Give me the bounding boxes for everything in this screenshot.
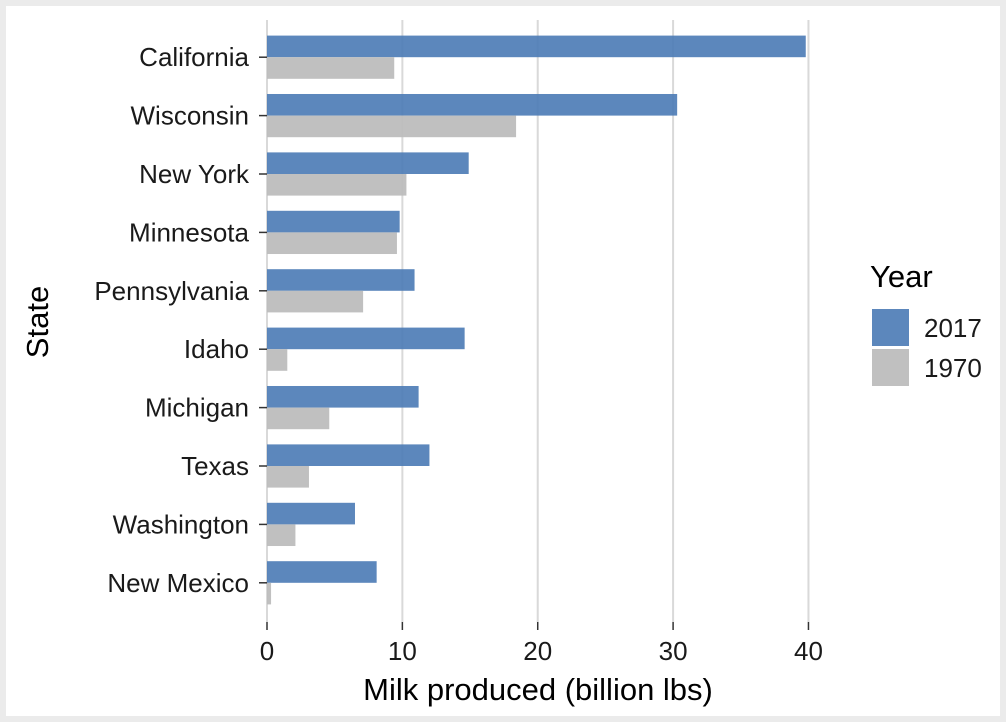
legend-key-1970: [872, 349, 909, 386]
legend-title: Year: [870, 259, 933, 294]
y-tick-label: Minnesota: [129, 217, 249, 247]
bar-1970-washington: [267, 524, 296, 547]
legend-label-1970: 1970: [924, 353, 982, 383]
bar-2017-michigan: [267, 385, 419, 408]
bar-1970-texas: [267, 466, 309, 488]
x-axis-ticks: 0 10 20 30 40: [260, 622, 823, 666]
bar-2017-minnesota: [267, 210, 400, 233]
bar-2017-pennsylvania: [267, 269, 415, 291]
x-tick-label: 40: [794, 636, 823, 666]
bar-1970-new-york: [267, 174, 407, 196]
legend: Year 2017 1970: [870, 259, 982, 386]
bar-2017-idaho: [267, 327, 465, 350]
y-tick-label: Pennsylvania: [94, 276, 249, 306]
x-tick-label: 0: [260, 636, 274, 666]
bar-1970-new-mexico: [267, 582, 272, 605]
y-tick-label: Texas: [181, 451, 249, 481]
x-tick-label: 30: [659, 636, 688, 666]
bar-1970-pennsylvania: [267, 290, 364, 313]
bar-2017-new-york: [267, 152, 469, 174]
y-tick-label: Wisconsin: [131, 101, 249, 131]
bar-2017-wisconsin: [267, 93, 678, 116]
y-tick-label: Michigan: [145, 393, 249, 423]
bar-2017-washington: [267, 502, 355, 525]
bar-2017-california: [267, 35, 806, 58]
x-axis-title: Milk produced (billion lbs): [363, 672, 713, 707]
bar-1970-michigan: [267, 407, 330, 430]
y-axis-title: State: [20, 286, 55, 358]
x-tick-label: 10: [388, 636, 417, 666]
bar-1970-minnesota: [267, 232, 397, 255]
bars: [267, 35, 806, 605]
y-tick-label: New Mexico: [107, 568, 249, 598]
bar-2017-new-mexico: [267, 561, 377, 583]
x-tick-label: 20: [523, 636, 552, 666]
bar-2017-texas: [267, 444, 430, 466]
bar-1970-california: [267, 57, 395, 79]
y-axis-ticks: California Wisconsin New York Minnesota Penn…: [94, 42, 267, 598]
y-tick-label: California: [139, 42, 249, 72]
bar-1970-idaho: [267, 349, 288, 371]
bar-1970-wisconsin: [267, 115, 517, 138]
y-tick-label: Washington: [113, 509, 249, 539]
legend-label-2017: 2017: [924, 313, 982, 343]
y-tick-label: New York: [139, 159, 250, 189]
legend-key-2017: [872, 309, 909, 346]
y-tick-label: Idaho: [184, 334, 249, 364]
